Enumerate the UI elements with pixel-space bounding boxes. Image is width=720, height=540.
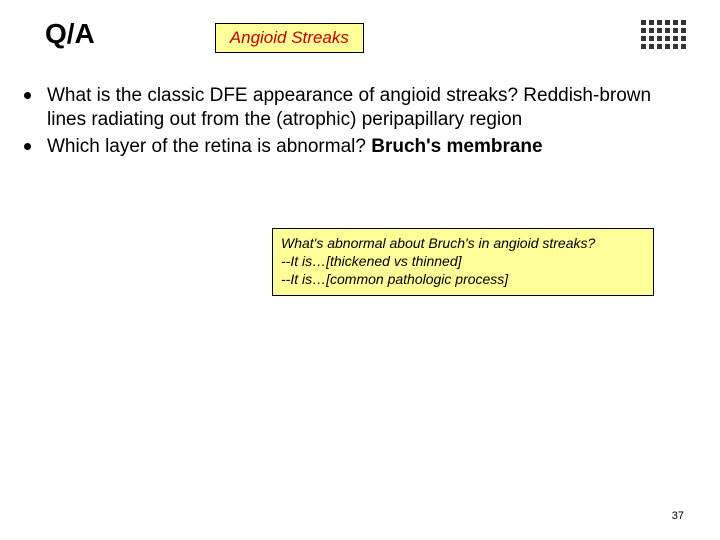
topic-callout: Angioid Streaks xyxy=(215,23,364,53)
bullet-text: Which layer of the retina is abnormal? B… xyxy=(47,135,543,159)
question-text: Which layer of the retina is abnormal? xyxy=(47,136,371,157)
qa-label: Q/A xyxy=(45,18,95,50)
hint-callout: What's abnormal about Bruch's in angioid… xyxy=(272,228,654,296)
bullet-text: What is the classic DFE appearance of an… xyxy=(47,84,680,133)
callout-line: --It is…[thickened vs thinned] xyxy=(281,253,645,271)
list-item: What is the classic DFE appearance of an… xyxy=(24,84,680,133)
page-number: 37 xyxy=(672,510,684,522)
list-item: Which layer of the retina is abnormal? B… xyxy=(24,135,680,159)
bullet-icon xyxy=(24,143,31,150)
callout-line: What's abnormal about Bruch's in angioid… xyxy=(281,235,645,253)
bullet-icon xyxy=(24,92,31,99)
title-row: Q/A Angioid Streaks xyxy=(45,18,364,53)
callout-line: --It is…[common pathologic process] xyxy=(281,271,645,289)
decorative-dot-grid xyxy=(641,20,686,49)
answer-text: Bruch's membrane xyxy=(371,136,542,157)
body-list: What is the classic DFE appearance of an… xyxy=(24,84,680,161)
